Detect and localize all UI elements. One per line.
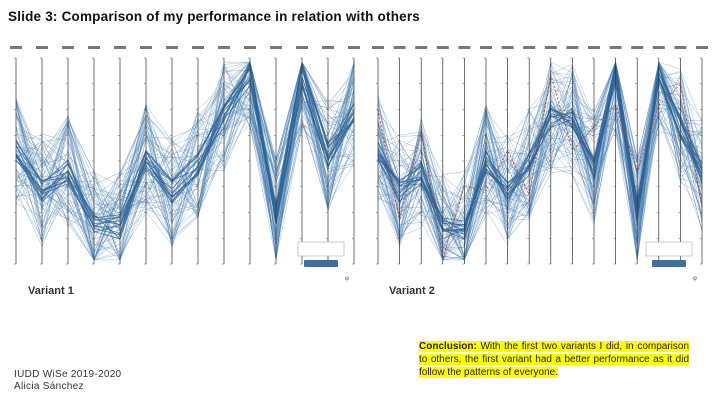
data-polyline	[15, 93, 355, 227]
axis-header[interactable]	[696, 46, 708, 49]
axis-header[interactable]	[322, 46, 334, 49]
axis-header[interactable]	[244, 46, 256, 49]
axis-header[interactable]	[166, 46, 178, 49]
corner-glyph-left: φ	[345, 276, 349, 282]
axis-header[interactable]	[415, 46, 428, 49]
variant-2-label: Variant 2	[389, 285, 435, 297]
data-polyline	[15, 61, 355, 260]
variant-1-label: Variant 1	[28, 285, 74, 297]
axis-header[interactable]	[588, 46, 600, 49]
polyline-group	[377, 61, 703, 261]
axis-header[interactable]	[566, 46, 579, 49]
course-label: IUDD WiSe 2019-2020	[14, 369, 122, 380]
data-polyline	[15, 62, 355, 232]
polyline-group	[15, 60, 355, 261]
axis-header[interactable]	[140, 46, 152, 49]
data-polyline	[15, 61, 355, 256]
data-polyline	[15, 65, 355, 261]
axis-header[interactable]	[372, 46, 384, 49]
axis-header[interactable]	[393, 46, 406, 49]
axis-header[interactable]	[88, 46, 100, 49]
axis-header[interactable]	[348, 46, 360, 49]
data-polyline	[377, 75, 703, 261]
footer: IUDD WiSe 2019-2020 Alicia Sánchez	[14, 369, 121, 393]
axis-header[interactable]	[36, 46, 48, 49]
axis-header[interactable]	[296, 46, 308, 49]
parallel-coordinates-canvas-right[interactable]	[368, 44, 716, 284]
axis-header[interactable]	[114, 46, 126, 49]
parallel-coordinates-plot-variant-1[interactable]	[6, 44, 368, 284]
axis-header[interactable]	[436, 46, 449, 49]
author-name: Alicia Sánchez	[14, 381, 84, 392]
axis-header[interactable]	[192, 46, 204, 49]
slide-title: Slide 3: Comparison of my performance in…	[8, 9, 421, 24]
data-polyline	[377, 65, 703, 240]
axis-header[interactable]	[523, 46, 536, 49]
parallel-coordinates-canvas-left[interactable]	[6, 44, 368, 284]
reset-button[interactable]	[652, 260, 686, 267]
highlight-polyline	[377, 75, 703, 258]
parallel-coordinates-plot-variant-2[interactable]	[368, 44, 716, 284]
legend-box[interactable]	[297, 241, 345, 257]
data-polyline	[377, 62, 703, 260]
data-polyline	[15, 62, 355, 225]
reset-button[interactable]	[304, 260, 338, 267]
data-polyline	[377, 62, 703, 236]
data-polyline	[15, 79, 355, 261]
axis-header[interactable]	[218, 46, 230, 49]
axis-header[interactable]	[631, 46, 644, 49]
data-polyline	[15, 61, 355, 221]
data-polyline	[15, 62, 355, 246]
axis-header[interactable]	[458, 46, 471, 49]
axis-header[interactable]	[544, 46, 557, 49]
axis-header[interactable]	[609, 46, 622, 49]
corner-glyph-right: φ	[693, 276, 697, 282]
axis-header[interactable]	[480, 46, 492, 49]
data-polyline	[377, 62, 703, 259]
axis-header[interactable]	[270, 46, 282, 49]
data-polyline	[15, 83, 355, 234]
conclusion-note: Conclusion: With the first two variants …	[419, 340, 690, 379]
axis-header[interactable]	[10, 46, 22, 49]
axis-header[interactable]	[652, 46, 665, 49]
axis-header[interactable]	[674, 46, 687, 49]
data-polyline	[15, 62, 355, 240]
axis-header[interactable]	[501, 46, 514, 49]
data-polyline	[15, 61, 355, 240]
axis-header[interactable]	[62, 46, 74, 49]
data-polyline	[377, 61, 703, 232]
data-polyline	[15, 61, 355, 221]
data-polyline	[15, 61, 355, 235]
legend-box[interactable]	[645, 241, 693, 257]
conclusion-lead: Conclusion:	[419, 341, 477, 352]
